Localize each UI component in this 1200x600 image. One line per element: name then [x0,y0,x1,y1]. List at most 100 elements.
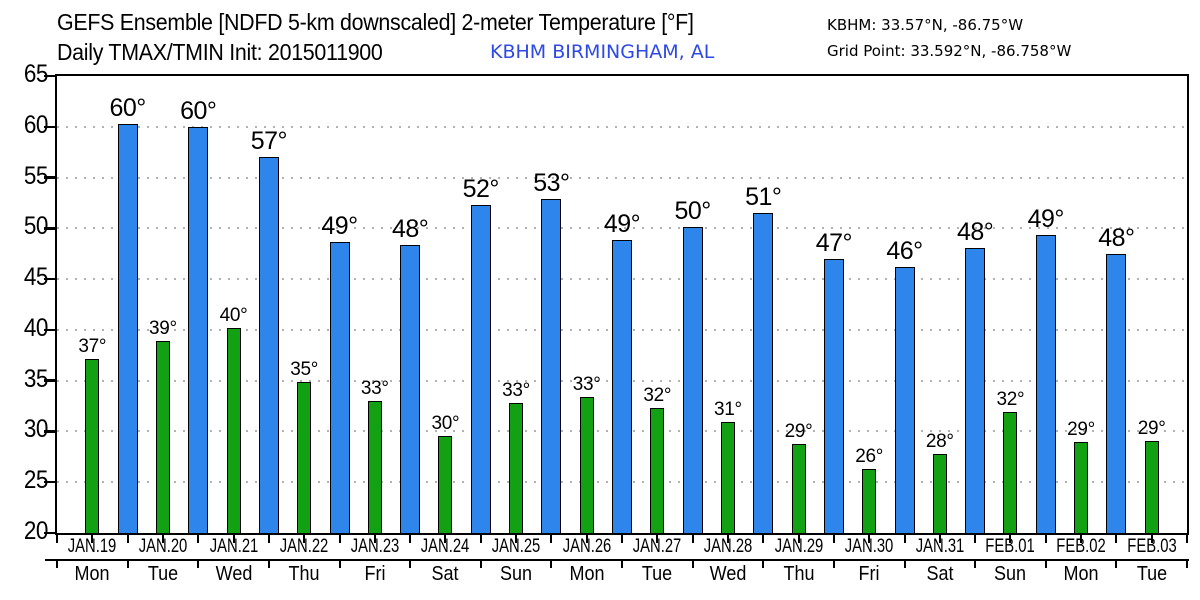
tmin-bar [720,422,735,534]
tmax-bar [753,213,774,534]
y-axis-label: 25 [23,466,49,495]
tmin-bar [226,327,241,534]
tmin-bar [297,381,312,534]
y-axis-tick [44,531,57,535]
weekday-axis-tick [550,560,553,568]
x-axis-tick [903,535,906,543]
x-axis-tick [303,535,306,543]
weekday-label: Fri [364,563,386,585]
tmin-bar [85,359,100,534]
date-label: JAN.31 [915,536,965,557]
weekday-label: Fri [858,563,880,585]
x-axis-tick [1044,535,1047,543]
weekday-axis-tick [409,560,412,568]
tmax-bar [1106,253,1127,534]
x-axis-tick [232,535,235,543]
tmin-value-label: 33° [572,373,601,395]
tmax-value-label: 50° [674,197,711,226]
tmin-bar [862,469,877,534]
x-axis-tick [1150,535,1153,543]
tmin-bar [367,400,382,534]
tmax-bar [117,123,138,534]
date-label: JAN.19 [68,536,117,557]
chart-title: GEFS Ensemble [NDFD 5-km downscaled] 2-m… [57,9,694,35]
x-axis-tick [444,535,447,543]
weekday-axis-line [45,559,1189,561]
tmin-value-label: 26° [855,446,884,468]
tmax-value-label: 49° [321,211,358,240]
weekday-axis-tick [267,560,270,568]
tmax-value-label: 53° [533,168,570,197]
x-axis-tick [1080,535,1083,543]
y-axis-tick [44,125,57,129]
y-axis-tick [44,74,57,78]
gridline-55 [57,176,1187,179]
weekday-label: Thu [288,563,320,585]
tmin-bar [155,341,170,534]
tmin-bar [438,435,453,534]
tmax-value-label: 48° [391,214,429,243]
tmax-value-label: 60° [180,96,217,125]
x-axis-tick [126,535,129,543]
tmax-bar [329,241,350,534]
tmax-bar [965,247,986,534]
weekday-axis-tick [762,560,765,568]
tmin-value-label: 28° [925,430,954,452]
tmax-bar [470,204,491,534]
y-axis-tick [44,430,57,433]
tmin-bar [791,443,806,534]
station-name: KBHM BIRMINGHAM, AL [490,41,715,63]
date-label: JAN.25 [491,536,541,557]
x-axis-tick [691,535,694,543]
y-axis-label: 60 [23,110,49,139]
weekday-label: Sat [431,563,459,585]
weekday-axis-tick [1115,560,1118,568]
weekday-axis-tick [56,560,58,568]
tmax-bar [894,266,915,534]
date-label: JAN.20 [138,536,188,557]
x-axis-tick [974,535,977,543]
x-axis-tick [56,535,58,543]
weekday-label: Sun [994,563,1027,585]
y-axis-label: 50 [23,212,49,241]
x-axis-tick [515,535,518,543]
tmax-value-label: 49° [1027,205,1065,234]
x-axis-tick [161,535,164,543]
weekday-axis-tick [621,560,623,568]
tmax-bar [1035,235,1056,534]
x-axis-tick [479,535,482,543]
weekday-label: Tue [147,563,179,585]
tmin-value-label: 31° [714,399,742,421]
weekday-axis-tick [832,560,835,568]
x-axis-tick [585,535,588,543]
date-label: JAN.30 [844,536,894,557]
tmin-value-label: 30° [431,412,460,434]
grid-point-coordinates: Grid Point: 33.592°N, -86.758°W [827,42,1072,60]
x-axis-tick [373,535,376,543]
x-axis-tick [409,535,412,543]
tmin-bar [650,408,665,534]
date-label: JAN.28 [703,536,753,557]
tmax-bar [400,244,421,534]
weekday-axis-tick [974,560,977,568]
tmax-bar [682,227,703,534]
tmin-value-label: 33° [360,377,389,399]
weekday-label: Wed [709,563,747,585]
weekday-label: Mon [1063,563,1099,585]
station-coordinates: KBHM: 33.57°N, -86.75°W [827,16,1024,34]
x-axis-tick [550,535,553,543]
x-axis-tick [1009,535,1012,543]
tmax-value-label: 49° [603,209,641,238]
date-label: FEB.03 [1126,536,1177,557]
tmin-value-label: 29° [1137,417,1166,439]
x-axis-tick [797,535,800,543]
weekday-label: Tue [1136,563,1167,585]
y-axis-tick [44,379,57,382]
x-axis-tick [656,535,659,543]
x-axis-tick [621,535,623,543]
tmin-value-label: 32° [643,385,672,407]
y-axis-tick [44,277,57,281]
x-axis-tick [1115,535,1118,543]
weekday-label: Sun [500,563,533,585]
